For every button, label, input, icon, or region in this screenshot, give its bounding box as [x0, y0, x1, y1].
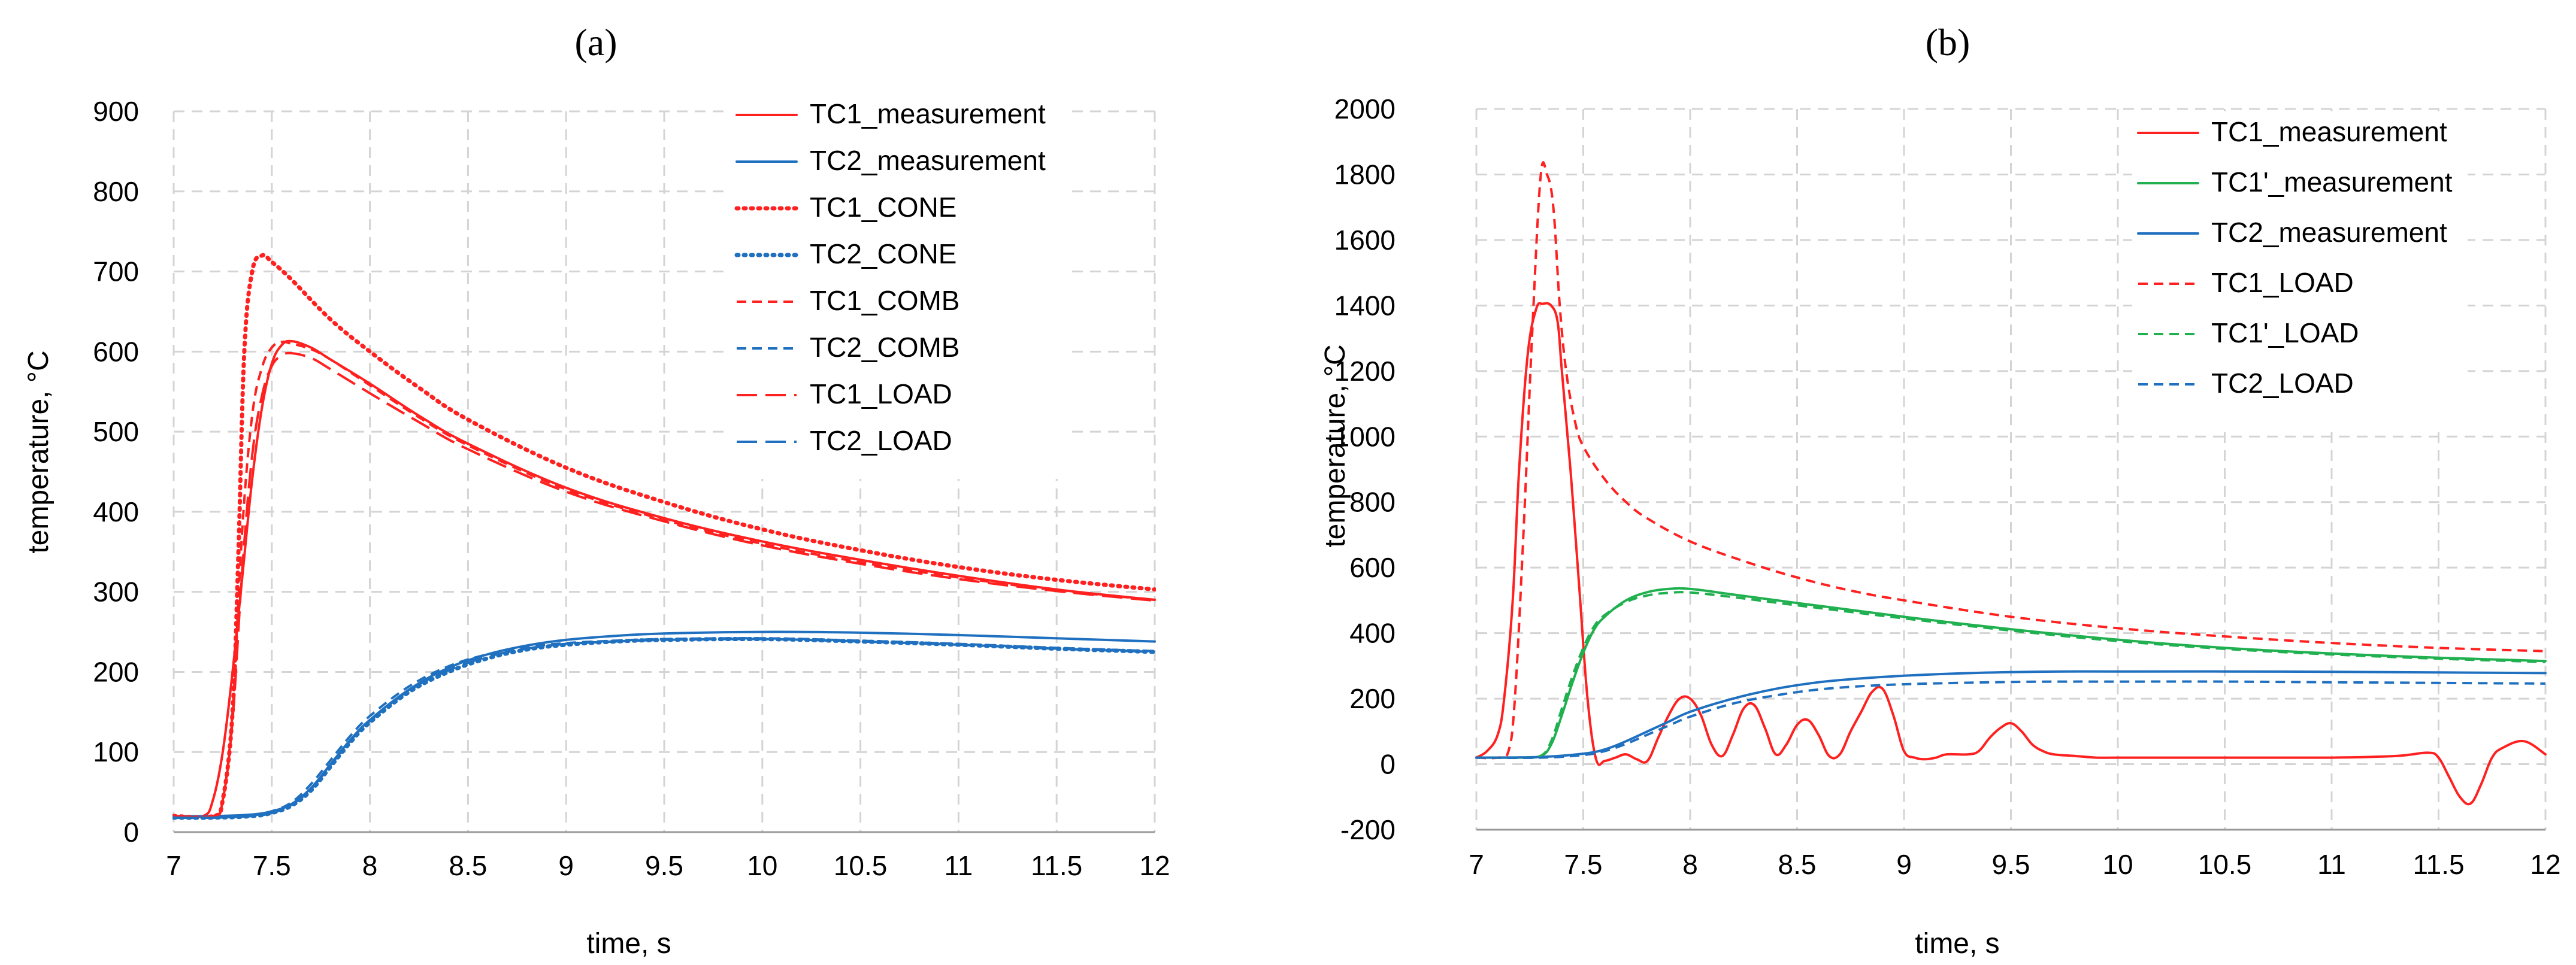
- y-tick-label-b-11: 2000: [1334, 93, 1396, 125]
- x-tick-label-a-1: 7.5: [253, 850, 291, 881]
- x-axis-title-a: time, s: [586, 928, 671, 960]
- legend-label-b-1: TC1'_measurement: [2211, 166, 2453, 198]
- x-tick-label-b-9: 11.5: [2412, 849, 2464, 880]
- series-line-a-tc2-load: [173, 638, 1155, 820]
- y-tick-label-b-7: 1200: [1334, 356, 1396, 387]
- x-tick-label-b-6: 10: [2102, 849, 2133, 880]
- y-tick-label-b-10: 1800: [1334, 159, 1396, 190]
- x-tick-label-b-5: 9.5: [1992, 849, 2030, 880]
- x-tick-label-a-2: 8: [362, 850, 378, 881]
- y-tick-label-b-0: -200: [1340, 814, 1396, 845]
- series-line-a-tc1-comb: [173, 340, 1155, 819]
- x-tick-label-a-9: 11.5: [1031, 850, 1082, 881]
- legend-label-a-3: TC2_CONE: [810, 238, 956, 269]
- legend-label-a-7: TC2_LOAD: [810, 425, 952, 456]
- series-group-b: [1475, 161, 2547, 806]
- y-tick-label-b-9: 1600: [1334, 224, 1396, 256]
- series-line-b-tc1-measurement: [1475, 302, 2547, 806]
- y-tick-label-a-9: 900: [93, 96, 139, 127]
- panel-label-b: (b): [1926, 21, 1970, 63]
- legend-b: TC1_measurement TC1'_measurement TC2_measu…: [2132, 111, 2468, 425]
- x-tick-label-a-10: 12: [1139, 850, 1170, 881]
- x-tick-label-b-7: 10.5: [2198, 849, 2252, 880]
- x-tick-label-b-0: 7: [1469, 849, 1484, 880]
- x-axis-title-b: time, s: [1915, 928, 1999, 960]
- x-tick-label-b-4: 9: [1896, 849, 1912, 880]
- series-line-b-tc1-load: [1476, 161, 2546, 760]
- y-tick-label-a-3: 300: [93, 576, 139, 608]
- x-tick-label-b-3: 8.5: [1778, 849, 1817, 880]
- series-line-a-tc1-cone: [172, 253, 1156, 820]
- x-tick-label-b-8: 11: [2317, 849, 2346, 880]
- y-tick-label-b-1: 0: [1380, 749, 1396, 780]
- x-tick-label-a-0: 7: [166, 850, 181, 881]
- y-axis-title-b: temperature, °C: [1319, 344, 1351, 547]
- y-tick-label-a-0: 0: [123, 817, 139, 848]
- legend-label-b-3: TC1_LOAD: [2211, 267, 2354, 298]
- x-tick-label-a-8: 11: [945, 850, 973, 881]
- legend-label-b-0: TC1_measurement: [2211, 116, 2447, 147]
- y-tick-label-b-5: 800: [1349, 487, 1396, 518]
- legend-label-b-5: TC2_LOAD: [2211, 368, 2354, 399]
- series-line-b-tc1-measurement: [1475, 587, 2547, 759]
- legend-label-a-4: TC1_COMB: [810, 285, 959, 316]
- legend-a: TC1_measurement TC2_measurement TC1_CONE TC…: [731, 93, 1066, 479]
- x-tick-label-a-4: 9: [558, 850, 574, 881]
- y-tick-label-a-5: 500: [93, 416, 139, 447]
- series-line-a-tc1-load: [173, 351, 1155, 819]
- panel-label-a: (a): [574, 21, 617, 63]
- y-tick-label-b-8: 1400: [1334, 290, 1396, 321]
- legend-label-a-5: TC2_COMB: [810, 332, 959, 363]
- legend-label-a-1: TC2_measurement: [810, 145, 1046, 176]
- legend-label-a-0: TC1_measurement: [810, 98, 1046, 129]
- legend-label-b-2: TC2_measurement: [2211, 217, 2447, 248]
- y-tick-label-a-8: 800: [93, 176, 139, 207]
- x-tick-label-b-10: 12: [2530, 849, 2560, 880]
- x-tick-label-a-6: 10: [747, 850, 777, 881]
- chart-panel-b: (b) time, s temperature, °C -200 0 200 400 6…: [1319, 21, 2561, 960]
- x-tick-label-b-1: 7.5: [1564, 849, 1603, 880]
- chart-panel-a: (a) time, s temperature, °C 0 100 200 300 40…: [23, 21, 1170, 960]
- y-tick-label-b-6: 1000: [1334, 421, 1396, 452]
- x-tick-label-a-3: 8.5: [449, 850, 487, 881]
- y-axis-title-a: temperature, °C: [23, 350, 55, 553]
- legend-label-b-4: TC1'_LOAD: [2211, 317, 2359, 348]
- series-line-b-tc2-load: [1476, 680, 2546, 759]
- y-tick-label-a-4: 400: [93, 496, 139, 527]
- series-line-b-tc2-measurement: [1475, 670, 2547, 759]
- x-tick-label-a-7: 10.5: [834, 850, 888, 881]
- legend-background-a: [731, 93, 1066, 479]
- y-tick-label-b-2: 200: [1349, 683, 1396, 714]
- series-group-a: [172, 253, 1156, 820]
- y-tick-label-a-7: 700: [93, 256, 139, 287]
- legend-background-b: [2132, 111, 2468, 425]
- y-tick-label-b-4: 600: [1349, 552, 1396, 583]
- y-tick-label-a-1: 100: [93, 736, 139, 767]
- y-tick-label-a-6: 600: [93, 336, 139, 367]
- legend-label-a-2: TC1_CONE: [810, 192, 956, 223]
- legend-label-a-6: TC1_LOAD: [810, 378, 952, 409]
- y-tick-label-a-2: 200: [93, 656, 139, 687]
- x-tick-label-a-5: 9.5: [645, 850, 683, 881]
- y-tick-label-b-3: 400: [1349, 618, 1396, 649]
- x-tick-label-b-2: 8: [1682, 849, 1698, 880]
